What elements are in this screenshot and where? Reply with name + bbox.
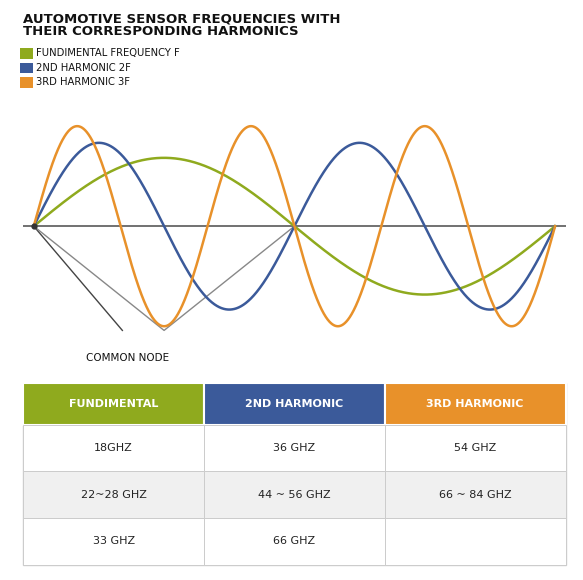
Text: 66 ~ 84 GHZ: 66 ~ 84 GHZ <box>439 490 511 500</box>
Text: 33 GHZ: 33 GHZ <box>93 536 135 546</box>
Text: 44 ~ 56 GHZ: 44 ~ 56 GHZ <box>258 490 331 500</box>
Text: 18GHZ: 18GHZ <box>94 443 133 453</box>
Text: 2ND HARMONIC: 2ND HARMONIC <box>245 399 343 409</box>
Text: FUNDIMENTAL FREQUENCY F: FUNDIMENTAL FREQUENCY F <box>36 48 180 59</box>
FancyBboxPatch shape <box>23 472 204 518</box>
FancyBboxPatch shape <box>204 472 385 518</box>
FancyBboxPatch shape <box>385 425 566 472</box>
Text: 22~28 GHZ: 22~28 GHZ <box>81 490 146 500</box>
FancyBboxPatch shape <box>385 518 566 565</box>
Text: AUTOMOTIVE SENSOR FREQUENCIES WITH: AUTOMOTIVE SENSOR FREQUENCIES WITH <box>23 13 341 26</box>
Text: THEIR CORRESPONDING HARMONICS: THEIR CORRESPONDING HARMONICS <box>23 25 299 38</box>
FancyBboxPatch shape <box>23 518 204 565</box>
FancyBboxPatch shape <box>204 383 385 425</box>
Text: 2ND HARMONIC 2F: 2ND HARMONIC 2F <box>36 63 131 73</box>
Text: COMMON NODE: COMMON NODE <box>86 353 169 363</box>
FancyBboxPatch shape <box>23 383 204 425</box>
Text: 3RD HARMONIC: 3RD HARMONIC <box>426 399 524 409</box>
FancyBboxPatch shape <box>204 425 385 472</box>
FancyBboxPatch shape <box>385 472 566 518</box>
Text: FUNDIMENTAL: FUNDIMENTAL <box>69 399 159 409</box>
FancyBboxPatch shape <box>385 383 566 425</box>
FancyBboxPatch shape <box>23 425 204 472</box>
Text: 3RD HARMONIC 3F: 3RD HARMONIC 3F <box>36 77 130 88</box>
FancyBboxPatch shape <box>204 518 385 565</box>
Text: 36 GHZ: 36 GHZ <box>273 443 315 453</box>
Text: 54 GHZ: 54 GHZ <box>454 443 496 453</box>
Text: 66 GHZ: 66 GHZ <box>273 536 315 546</box>
